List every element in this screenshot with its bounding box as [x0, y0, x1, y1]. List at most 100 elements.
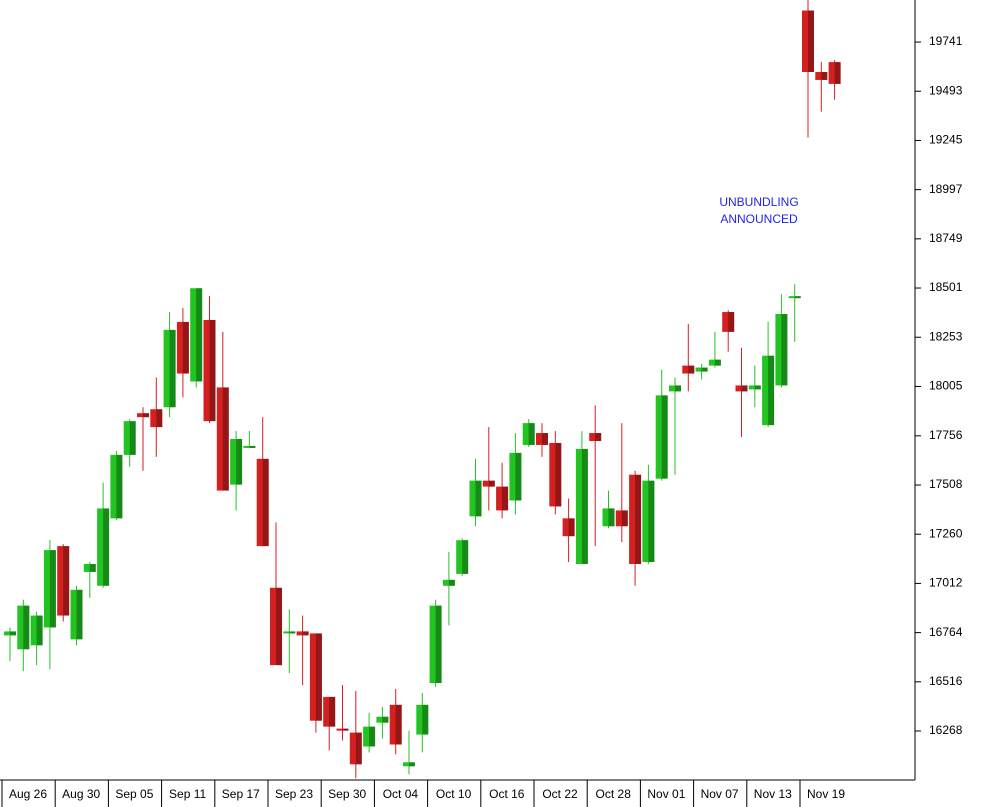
- candle-body: [815, 72, 828, 80]
- candle-body: [655, 395, 668, 479]
- candle-body: [17, 605, 30, 650]
- candle-body: [57, 546, 70, 616]
- candle-shade: [781, 314, 788, 386]
- candle-body: [403, 762, 415, 767]
- candle-body: [243, 445, 256, 448]
- candle-shade: [382, 716, 389, 723]
- annotation: ANNOUNCED: [720, 212, 798, 226]
- candle-body: [442, 579, 455, 586]
- candle-body: [775, 314, 788, 386]
- candle-shade: [369, 726, 376, 747]
- candle-shade: [448, 579, 455, 586]
- candle-body: [416, 704, 429, 735]
- y-tick-label: 16764: [929, 625, 963, 639]
- candle-shade: [701, 367, 708, 372]
- candle-body: [802, 10, 814, 73]
- y-tick-label: 18997: [929, 182, 963, 196]
- y-tick-label: 18501: [929, 280, 963, 294]
- candle-body: [589, 433, 602, 441]
- candle-shade: [169, 329, 176, 408]
- x-tick-label: Sep 30: [328, 787, 366, 801]
- candle-body: [602, 508, 615, 527]
- candle-shade: [196, 288, 203, 382]
- candle-shade: [608, 508, 615, 527]
- candle-body: [522, 423, 535, 445]
- candle-body: [70, 589, 83, 640]
- candle-body: [4, 631, 16, 636]
- candle-shade: [236, 438, 243, 485]
- candle-body: [788, 296, 801, 299]
- x-tick-label: Nov 13: [754, 787, 792, 801]
- candle-shade: [621, 510, 628, 527]
- candle-shade: [754, 385, 761, 390]
- candle-shade: [302, 631, 309, 636]
- candle-shade: [89, 563, 96, 572]
- candle-shade: [714, 359, 721, 366]
- candle-shade: [103, 508, 110, 586]
- candle-body: [363, 726, 376, 747]
- candle-shade: [635, 474, 642, 564]
- candle-body: [669, 385, 681, 392]
- candle-shade: [555, 442, 562, 507]
- candle-shade: [209, 319, 216, 422]
- candle-body: [536, 433, 548, 445]
- candle-shade: [182, 321, 189, 374]
- candle-body: [296, 631, 309, 636]
- candle-shade: [249, 445, 256, 448]
- candle-body: [30, 615, 43, 646]
- candle-shade: [475, 480, 482, 517]
- candle-shade: [143, 413, 149, 418]
- candle-body: [682, 365, 695, 374]
- candle-body: [748, 385, 761, 390]
- candle-body: [615, 510, 628, 527]
- candle-body: [389, 704, 402, 745]
- candle-body: [695, 367, 708, 372]
- x-tick-label: Nov 07: [701, 787, 739, 801]
- candle-shade: [768, 355, 775, 426]
- candle-body: [629, 474, 642, 564]
- candle-body: [429, 605, 442, 683]
- candle-body: [97, 508, 110, 586]
- candle-shade: [116, 454, 123, 519]
- candle-shade: [794, 296, 801, 299]
- candle-shade: [156, 409, 163, 428]
- candle-shade: [542, 433, 548, 445]
- x-tick-label: Oct 04: [383, 787, 419, 801]
- candle-shade: [276, 587, 282, 666]
- candle-body: [828, 62, 841, 84]
- y-tick-label: 19493: [929, 83, 963, 97]
- candle-shade: [329, 696, 336, 727]
- candle-shade: [741, 385, 748, 392]
- x-tick-label: Oct 22: [542, 787, 578, 801]
- candle-body: [575, 448, 588, 564]
- y-tick-label: 18005: [929, 379, 963, 393]
- candle-body: [349, 732, 362, 765]
- candle-shade: [728, 312, 735, 332]
- candle-body: [762, 355, 775, 426]
- candle-body: [190, 288, 203, 382]
- y-tick-label: 19741: [929, 34, 963, 48]
- candle-body: [230, 438, 243, 485]
- candle-shade: [289, 631, 296, 634]
- candle-shade: [409, 762, 415, 767]
- y-tick-label: 17756: [929, 428, 963, 442]
- candle-shade: [595, 433, 602, 441]
- candle-shade: [462, 540, 469, 574]
- candle-shade: [342, 728, 349, 731]
- candle-shade: [528, 423, 535, 445]
- candle-shade: [675, 385, 681, 392]
- candle-shade: [262, 458, 269, 547]
- candle-shade: [63, 546, 70, 616]
- candle-body: [376, 716, 389, 723]
- candle-shade: [515, 452, 522, 501]
- candle-shade: [648, 480, 655, 562]
- candle-shade: [10, 631, 16, 636]
- candle-shade: [49, 550, 56, 628]
- candle-body: [496, 486, 509, 511]
- y-tick-label: 16268: [929, 723, 963, 737]
- y-tick-label: 17012: [929, 576, 963, 590]
- candle-body: [83, 563, 96, 572]
- candle-shade: [808, 10, 814, 73]
